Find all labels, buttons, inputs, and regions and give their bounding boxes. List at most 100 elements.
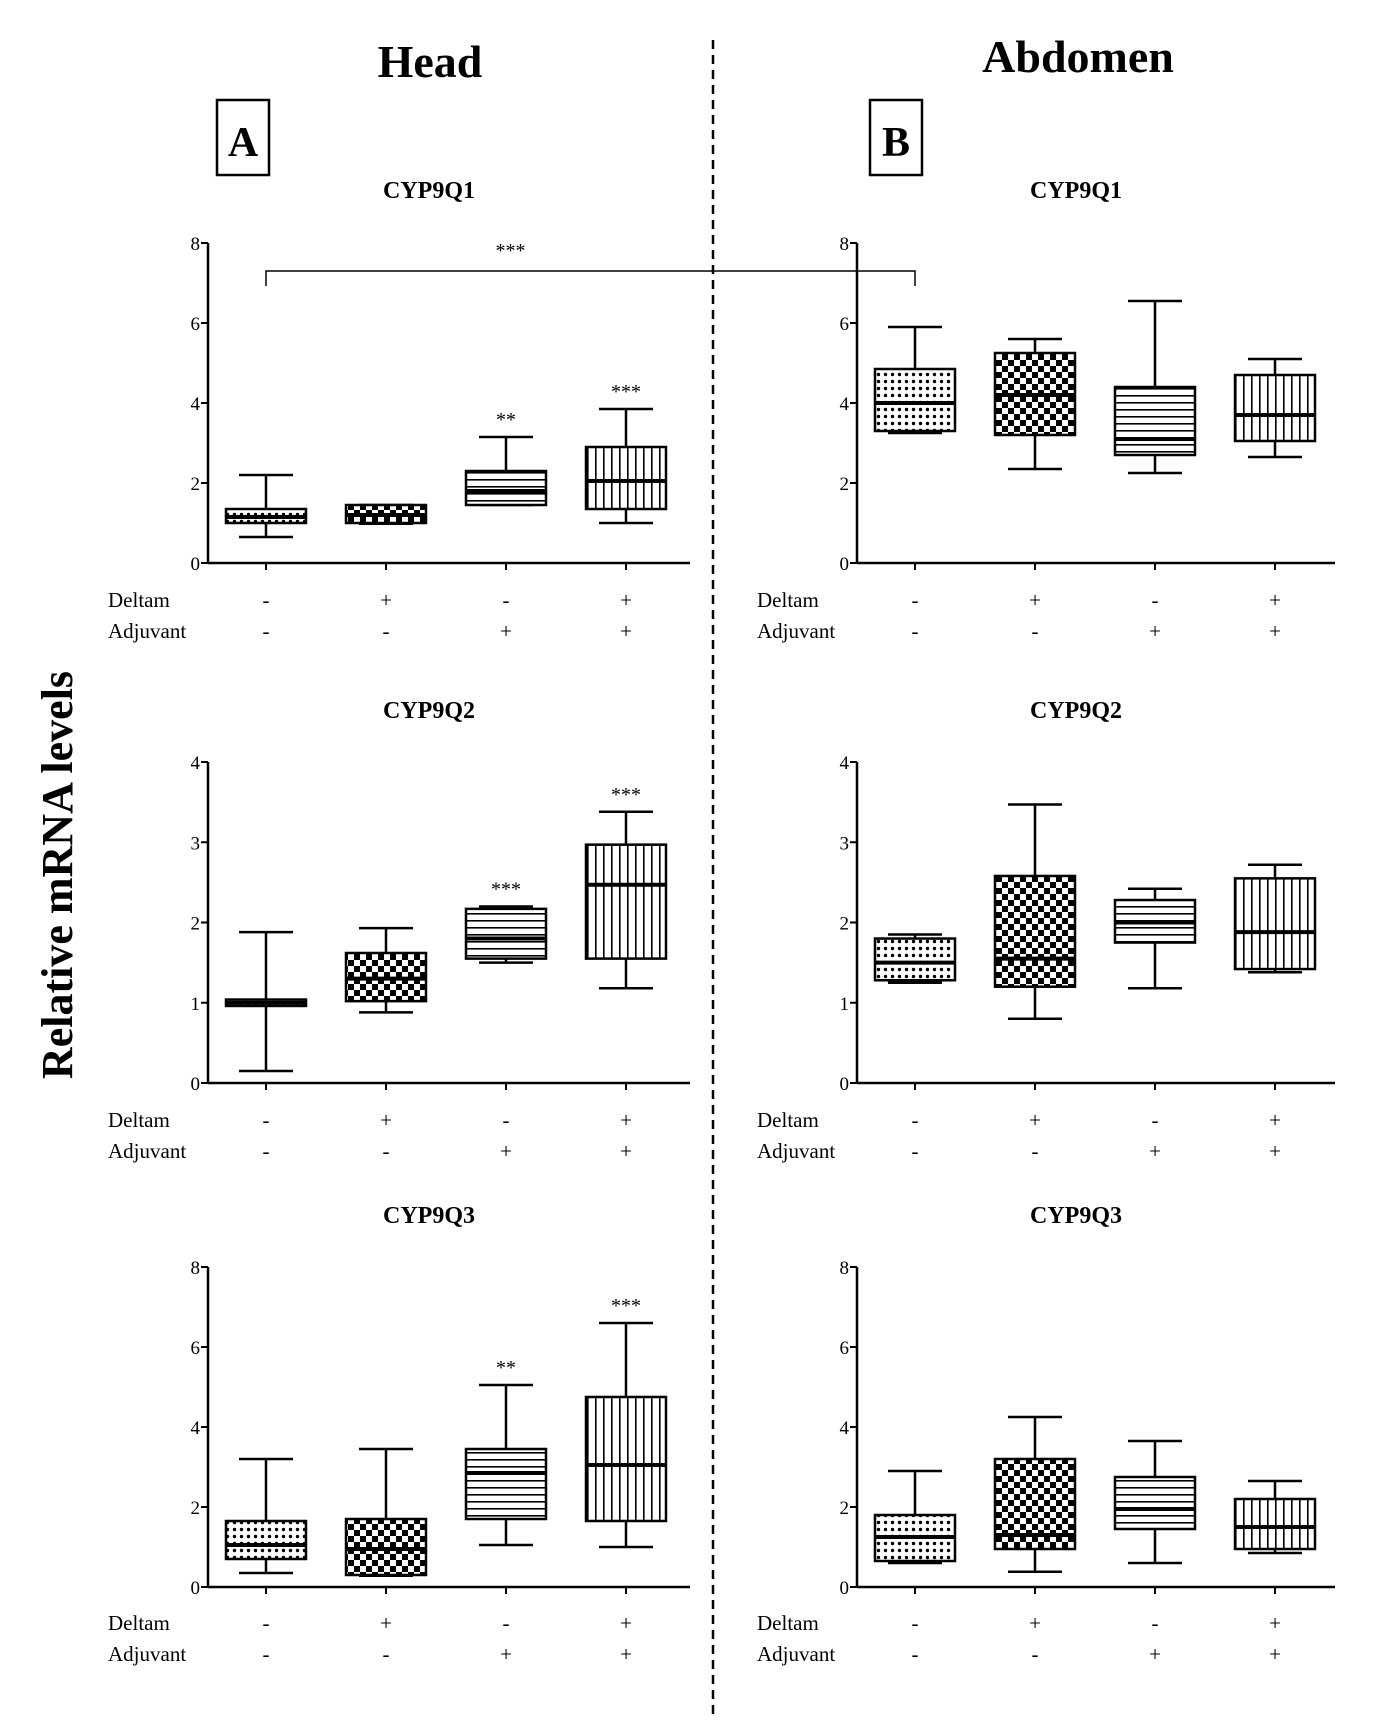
significance-marker: *** [611, 381, 641, 403]
box-group-1: -- [873, 933, 957, 1163]
y-tick-label: 8 [840, 1258, 850, 1279]
chart-title: CYP9Q3 [1030, 1203, 1122, 1229]
significance-marker: ** [496, 409, 516, 431]
adjuvant-sign: - [263, 1642, 270, 1666]
y-axis-label: Relative mRNA levels [33, 671, 82, 1079]
iqr-box [1233, 373, 1317, 443]
y-tick-label: 6 [191, 314, 201, 335]
y-tick-label: 2 [840, 1498, 850, 1519]
y-tick-label: 8 [191, 234, 201, 255]
y-tick-label: 0 [840, 1578, 850, 1599]
y-tick-label: 4 [840, 1418, 850, 1439]
iqr-box [1113, 1475, 1197, 1531]
adjuvant-sign: + [1269, 1642, 1281, 1666]
y-tick-label: 6 [191, 1338, 201, 1359]
box-group-2: +- [344, 503, 428, 643]
box-group-1: -- [224, 1457, 308, 1666]
panel-label-b-text: B [882, 120, 910, 166]
adjuvant-sign: + [620, 619, 632, 643]
y-tick-label: 4 [191, 753, 201, 774]
box-group-3: -+ [1113, 1439, 1197, 1666]
deltam-sign: + [1269, 1611, 1281, 1635]
y-tick-label: 0 [191, 1074, 201, 1095]
box-group-4: *** + + [584, 1295, 668, 1666]
deltam-sign: - [503, 1108, 510, 1132]
deltam-sign: - [263, 1611, 270, 1635]
row-label-adjuvant: Adjuvant [757, 1139, 835, 1163]
box-group-4: ++ [1233, 863, 1317, 1163]
y-tick-label: 8 [191, 1258, 201, 1279]
y-tick-label: 2 [191, 914, 201, 935]
charts-layer: CYP9Q102468DeltamAdjuvant--+-**-+***++CY… [108, 178, 1335, 1666]
y-tick-label: 4 [191, 1418, 201, 1439]
box-group-1: -- [873, 1469, 957, 1666]
head-column-title: Head [378, 36, 483, 87]
adjuvant-sign: + [1149, 619, 1161, 643]
box-group-2: +- [344, 1447, 428, 1666]
y-tick-label: 2 [191, 474, 201, 495]
y-tick-label: 2 [840, 914, 850, 935]
row-label-adjuvant: Adjuvant [108, 1139, 186, 1163]
y-tick-label: 2 [840, 474, 850, 495]
y-tick-label: 0 [840, 1074, 850, 1095]
box-group-3: -+ [1113, 299, 1197, 643]
deltam-sign: + [380, 1611, 392, 1635]
row-label-adjuvant: Adjuvant [108, 1642, 186, 1666]
row-label-deltam: Deltam [108, 588, 170, 612]
iqr-box [464, 1447, 548, 1521]
significance-marker: *** [491, 878, 521, 900]
y-tick-label: 0 [191, 554, 201, 575]
y-tick-label: 1 [191, 994, 201, 1015]
deltam-sign: - [912, 588, 919, 612]
box-group-4: ++ [1233, 1479, 1317, 1666]
box-group-1: -- [873, 325, 957, 643]
box-group-1: -- [224, 473, 308, 643]
deltam-sign: + [1029, 588, 1041, 612]
iqr-box [873, 937, 957, 982]
cross-comparison-bracket: *** [265, 240, 916, 286]
y-tick-label: 6 [840, 314, 850, 335]
bracket-label: *** [496, 240, 526, 262]
box-group-3: ** - + [464, 1357, 548, 1666]
row-label-adjuvant: Adjuvant [757, 619, 835, 643]
y-tick-label: 4 [840, 394, 850, 415]
adjuvant-sign: - [1032, 1139, 1039, 1163]
iqr-box [993, 874, 1077, 988]
box-group-4: *** + + [584, 381, 668, 643]
y-tick-label: 0 [840, 554, 850, 575]
deltam-sign: + [620, 1611, 632, 1635]
adjuvant-sign: - [383, 1139, 390, 1163]
deltam-sign: - [1152, 588, 1159, 612]
iqr-box [584, 1395, 668, 1523]
y-tick-label: 2 [191, 1498, 201, 1519]
box-group-3: *** - + [464, 878, 548, 1163]
box-group-4: *** + + [584, 784, 668, 1163]
adjuvant-sign: + [500, 619, 512, 643]
adjuvant-sign: + [620, 1139, 632, 1163]
deltam-sign: - [263, 588, 270, 612]
row-label-adjuvant: Adjuvant [757, 1642, 835, 1666]
y-tick-label: 3 [840, 833, 850, 854]
deltam-sign: - [1152, 1611, 1159, 1635]
row-label-adjuvant: Adjuvant [108, 619, 186, 643]
chart-title: CYP9Q2 [1030, 698, 1122, 724]
box-group-3: -+ [1113, 887, 1197, 1163]
y-tick-label: 4 [840, 753, 850, 774]
y-tick-label: 6 [840, 1338, 850, 1359]
significance-marker: *** [611, 1295, 641, 1317]
deltam-sign: - [912, 1611, 919, 1635]
iqr-box [1233, 1497, 1317, 1551]
deltam-sign: + [1269, 1108, 1281, 1132]
deltam-sign: + [1269, 588, 1281, 612]
abdomen-column-title: Abdomen [982, 31, 1174, 82]
deltam-sign: + [620, 588, 632, 612]
box-group-2: +- [993, 337, 1077, 643]
row-label-deltam: Deltam [108, 1108, 170, 1132]
